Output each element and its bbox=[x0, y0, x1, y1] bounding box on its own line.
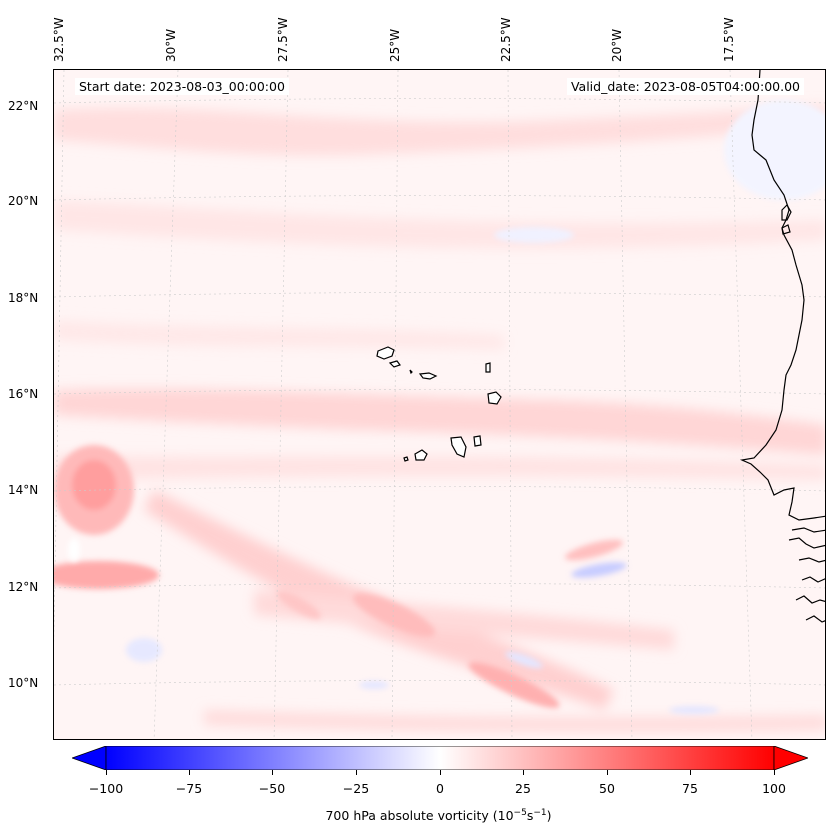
lat-label-16n: 16°N bbox=[8, 387, 39, 401]
colorbar-title-main: 700 hPa absolute vorticity (10 bbox=[325, 808, 514, 824]
colorbar-min-extend bbox=[70, 745, 107, 771]
lat-label-14n: 14°N bbox=[8, 483, 39, 497]
negative-vorticity-features bbox=[68, 100, 825, 714]
cb-tick-mark bbox=[690, 770, 691, 775]
cb-tick-label: 75 bbox=[682, 781, 698, 796]
cb-tick-mark bbox=[356, 770, 357, 775]
cb-tick-mark bbox=[106, 770, 107, 775]
lon-label-17-5w: 17.5°W bbox=[722, 17, 736, 62]
cb-tick-label: −25 bbox=[342, 781, 370, 796]
cb-tick-label: −75 bbox=[175, 781, 203, 796]
cb-tick-mark bbox=[440, 770, 441, 775]
lat-label-12n: 12°N bbox=[8, 580, 39, 594]
vorticity-field bbox=[54, 70, 825, 739]
colorbar-title-end: ) bbox=[546, 808, 552, 824]
lon-label-30w: 30°W bbox=[164, 28, 178, 62]
lon-label-22-5w: 22.5°W bbox=[499, 17, 513, 62]
lat-label-20n: 20°N bbox=[8, 194, 39, 208]
start-date-label: Start date: 2023-08-03_00:00:00 bbox=[75, 78, 289, 95]
cb-tick-mark bbox=[523, 770, 524, 775]
cb-tick-mark bbox=[774, 770, 775, 775]
cb-tick-label: 25 bbox=[515, 781, 531, 796]
cb-tick-mark bbox=[272, 770, 273, 775]
lon-label-20w: 20°W bbox=[610, 28, 624, 62]
map-panel[interactable]: Start date: 2023-08-03_00:00:00 Valid_da… bbox=[53, 69, 826, 740]
colorbar-title-exp1: −5 bbox=[513, 808, 527, 818]
lat-label-22n: 22°N bbox=[8, 99, 39, 113]
colorbar-title-exp2: −1 bbox=[533, 808, 547, 818]
cb-tick-label: −50 bbox=[258, 781, 286, 796]
cb-tick-label: 100 bbox=[762, 781, 786, 796]
lon-label-32-5w: 32.5°W bbox=[52, 17, 66, 62]
lon-label-25w: 25°W bbox=[388, 28, 402, 62]
colorbar-title-unit: s bbox=[526, 808, 534, 824]
cb-tick-mark bbox=[607, 770, 608, 775]
cb-tick-mark bbox=[189, 770, 190, 775]
colorbar-title: 700 hPa absolute vorticity (10−5s−1) bbox=[0, 808, 837, 823]
colorbar-max-extend bbox=[773, 745, 810, 771]
cb-tick-label: 50 bbox=[599, 781, 615, 796]
lat-label-10n: 10°N bbox=[8, 676, 39, 690]
lon-label-27-5w: 27.5°W bbox=[276, 17, 290, 62]
cb-tick-label: −100 bbox=[88, 781, 124, 796]
graticule bbox=[54, 70, 825, 739]
colorbar bbox=[70, 745, 810, 771]
valid-date-label: Valid_date: 2023-08-05T04:00:00.00 bbox=[566, 78, 804, 95]
africa-coastline bbox=[739, 70, 825, 623]
colorbar-gradient bbox=[105, 745, 775, 771]
cape-verde-islands bbox=[376, 346, 502, 462]
cb-tick-label: 0 bbox=[436, 781, 444, 796]
lat-label-18n: 18°N bbox=[8, 291, 39, 305]
